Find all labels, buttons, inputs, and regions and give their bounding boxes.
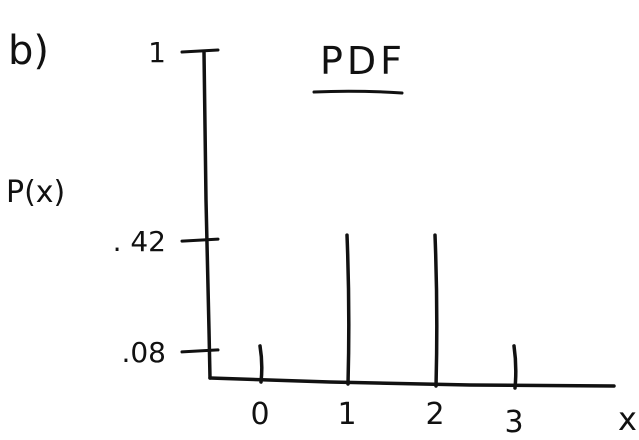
x-tick-label: 1 — [337, 397, 356, 432]
y-tick-label: .08 — [121, 336, 166, 369]
title-underline — [312, 89, 404, 95]
y-axis-label: P(x) — [6, 175, 65, 210]
x-axis — [208, 376, 616, 388]
part-label: b) — [8, 28, 49, 74]
x-tick-label: 2 — [425, 397, 444, 432]
pdf-stems — [258, 233, 518, 390]
x-tick-label: 0 — [250, 397, 269, 432]
y-ticks: 1 . 42 .08 — [113, 36, 220, 369]
x-tick-label: 3 — [504, 405, 523, 440]
x-ticks: 0 1 2 3 — [250, 397, 523, 440]
y-tick-label: 1 — [148, 36, 166, 69]
x-axis-label: x — [618, 400, 637, 438]
chart-title: PDF — [320, 39, 406, 83]
pdf-stem-x1 — [345, 233, 351, 386]
pdf-stem-x0 — [258, 344, 264, 384]
y-tick-mark — [180, 348, 220, 354]
y-axis — [202, 50, 212, 380]
pdf-stem-x2 — [433, 233, 439, 388]
pdf-stem-x3 — [512, 344, 518, 390]
y-tick-label: . 42 — [113, 225, 166, 258]
y-tick-mark — [180, 237, 220, 243]
y-tick-mark — [180, 48, 220, 54]
